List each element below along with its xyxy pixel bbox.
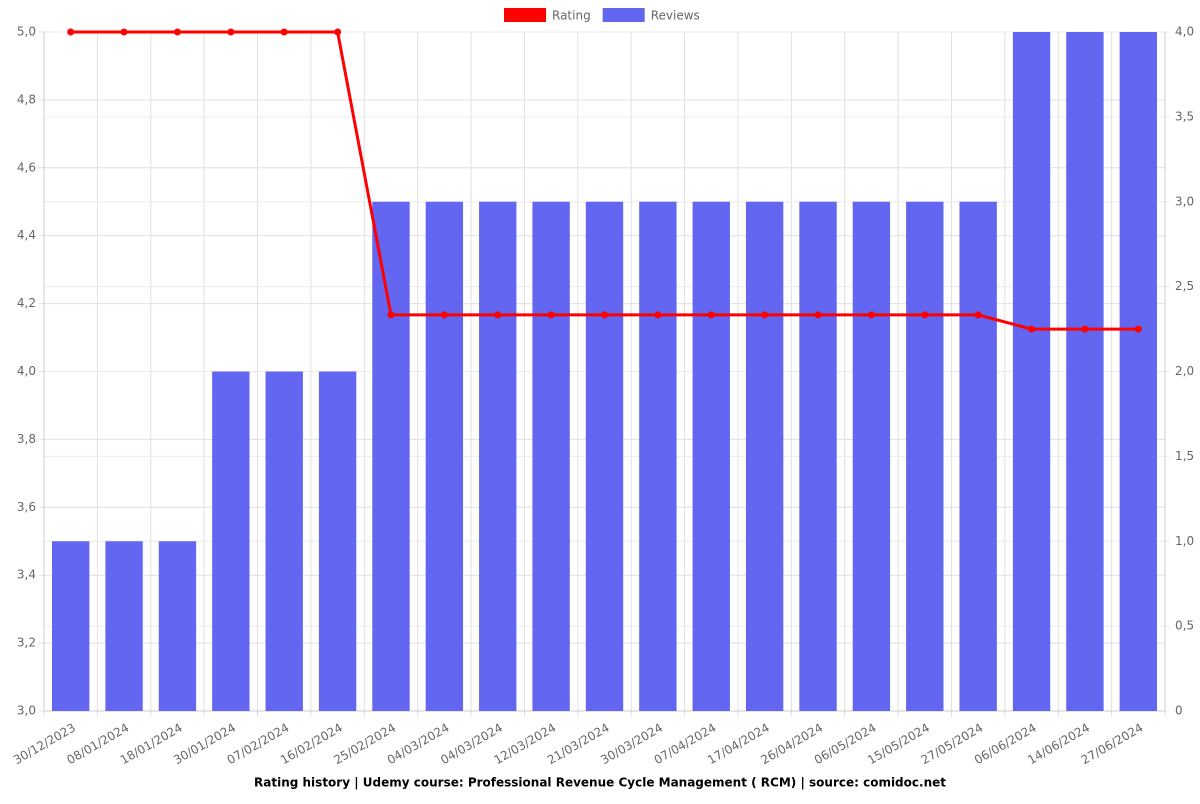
point	[387, 311, 395, 319]
bar	[959, 201, 997, 711]
point	[1028, 325, 1036, 333]
y2-tick-label: 2,5	[1175, 279, 1194, 293]
legend-label: Reviews	[651, 9, 700, 23]
bar	[318, 371, 357, 711]
bar	[1012, 32, 1051, 711]
bar	[745, 201, 784, 711]
y2-tick-label: 0,5	[1175, 619, 1194, 633]
y2-tick-label: 1,5	[1175, 449, 1194, 463]
point	[173, 28, 181, 36]
legend-swatch	[602, 8, 645, 22]
bar	[585, 201, 624, 711]
y2-tick-label: 0	[1175, 704, 1183, 718]
y-tick-label: 3,8	[17, 432, 36, 446]
bar	[852, 201, 891, 711]
point	[707, 311, 715, 319]
y-tick-label: 5,0	[17, 25, 36, 39]
y-tick-label: 4,8	[17, 92, 36, 106]
y-tick-label: 3,0	[17, 704, 36, 718]
bar	[692, 201, 730, 711]
bar	[265, 371, 303, 711]
legend-swatch	[504, 8, 546, 22]
point	[601, 311, 608, 319]
point	[67, 28, 75, 36]
point	[227, 28, 235, 36]
y-tick-label: 4,6	[17, 160, 36, 174]
bar	[52, 541, 90, 711]
y-tick-label: 4,4	[17, 228, 36, 242]
y-tick-label: 4,2	[17, 296, 36, 310]
point	[280, 28, 288, 36]
y-tick-label: 3,6	[17, 500, 36, 514]
bar	[799, 201, 837, 711]
y2-tick-label: 1,0	[1175, 534, 1194, 548]
bar	[1066, 32, 1104, 711]
y2-tick-label: 3,5	[1175, 109, 1194, 123]
y-tick-label: 4,0	[17, 364, 36, 378]
point	[1081, 325, 1089, 333]
point	[761, 311, 769, 319]
point	[120, 28, 128, 36]
bar	[158, 541, 197, 711]
point	[547, 311, 555, 319]
point	[494, 311, 502, 319]
bar	[372, 201, 410, 711]
y-tick-label: 3,4	[17, 568, 36, 582]
point	[440, 311, 448, 319]
bar	[425, 201, 464, 711]
y-tick-label: 3,2	[17, 636, 36, 650]
bar	[105, 541, 143, 711]
bar	[1119, 32, 1157, 711]
point	[654, 311, 662, 319]
bar	[906, 201, 944, 711]
bar	[479, 201, 517, 711]
bar	[639, 201, 677, 711]
y2-tick-label: 4,0	[1175, 25, 1194, 39]
point	[921, 311, 929, 319]
point	[974, 311, 982, 319]
chart-title: Rating history | Udemy course: Professio…	[254, 776, 946, 790]
legend-label: Rating	[552, 9, 591, 23]
y2-tick-label: 2,0	[1175, 364, 1194, 378]
y2-tick-label: 3,0	[1175, 194, 1194, 208]
point	[867, 311, 875, 319]
point	[814, 311, 822, 319]
bar	[532, 201, 570, 711]
point	[1134, 325, 1142, 333]
bar	[212, 371, 250, 711]
point	[334, 28, 342, 36]
